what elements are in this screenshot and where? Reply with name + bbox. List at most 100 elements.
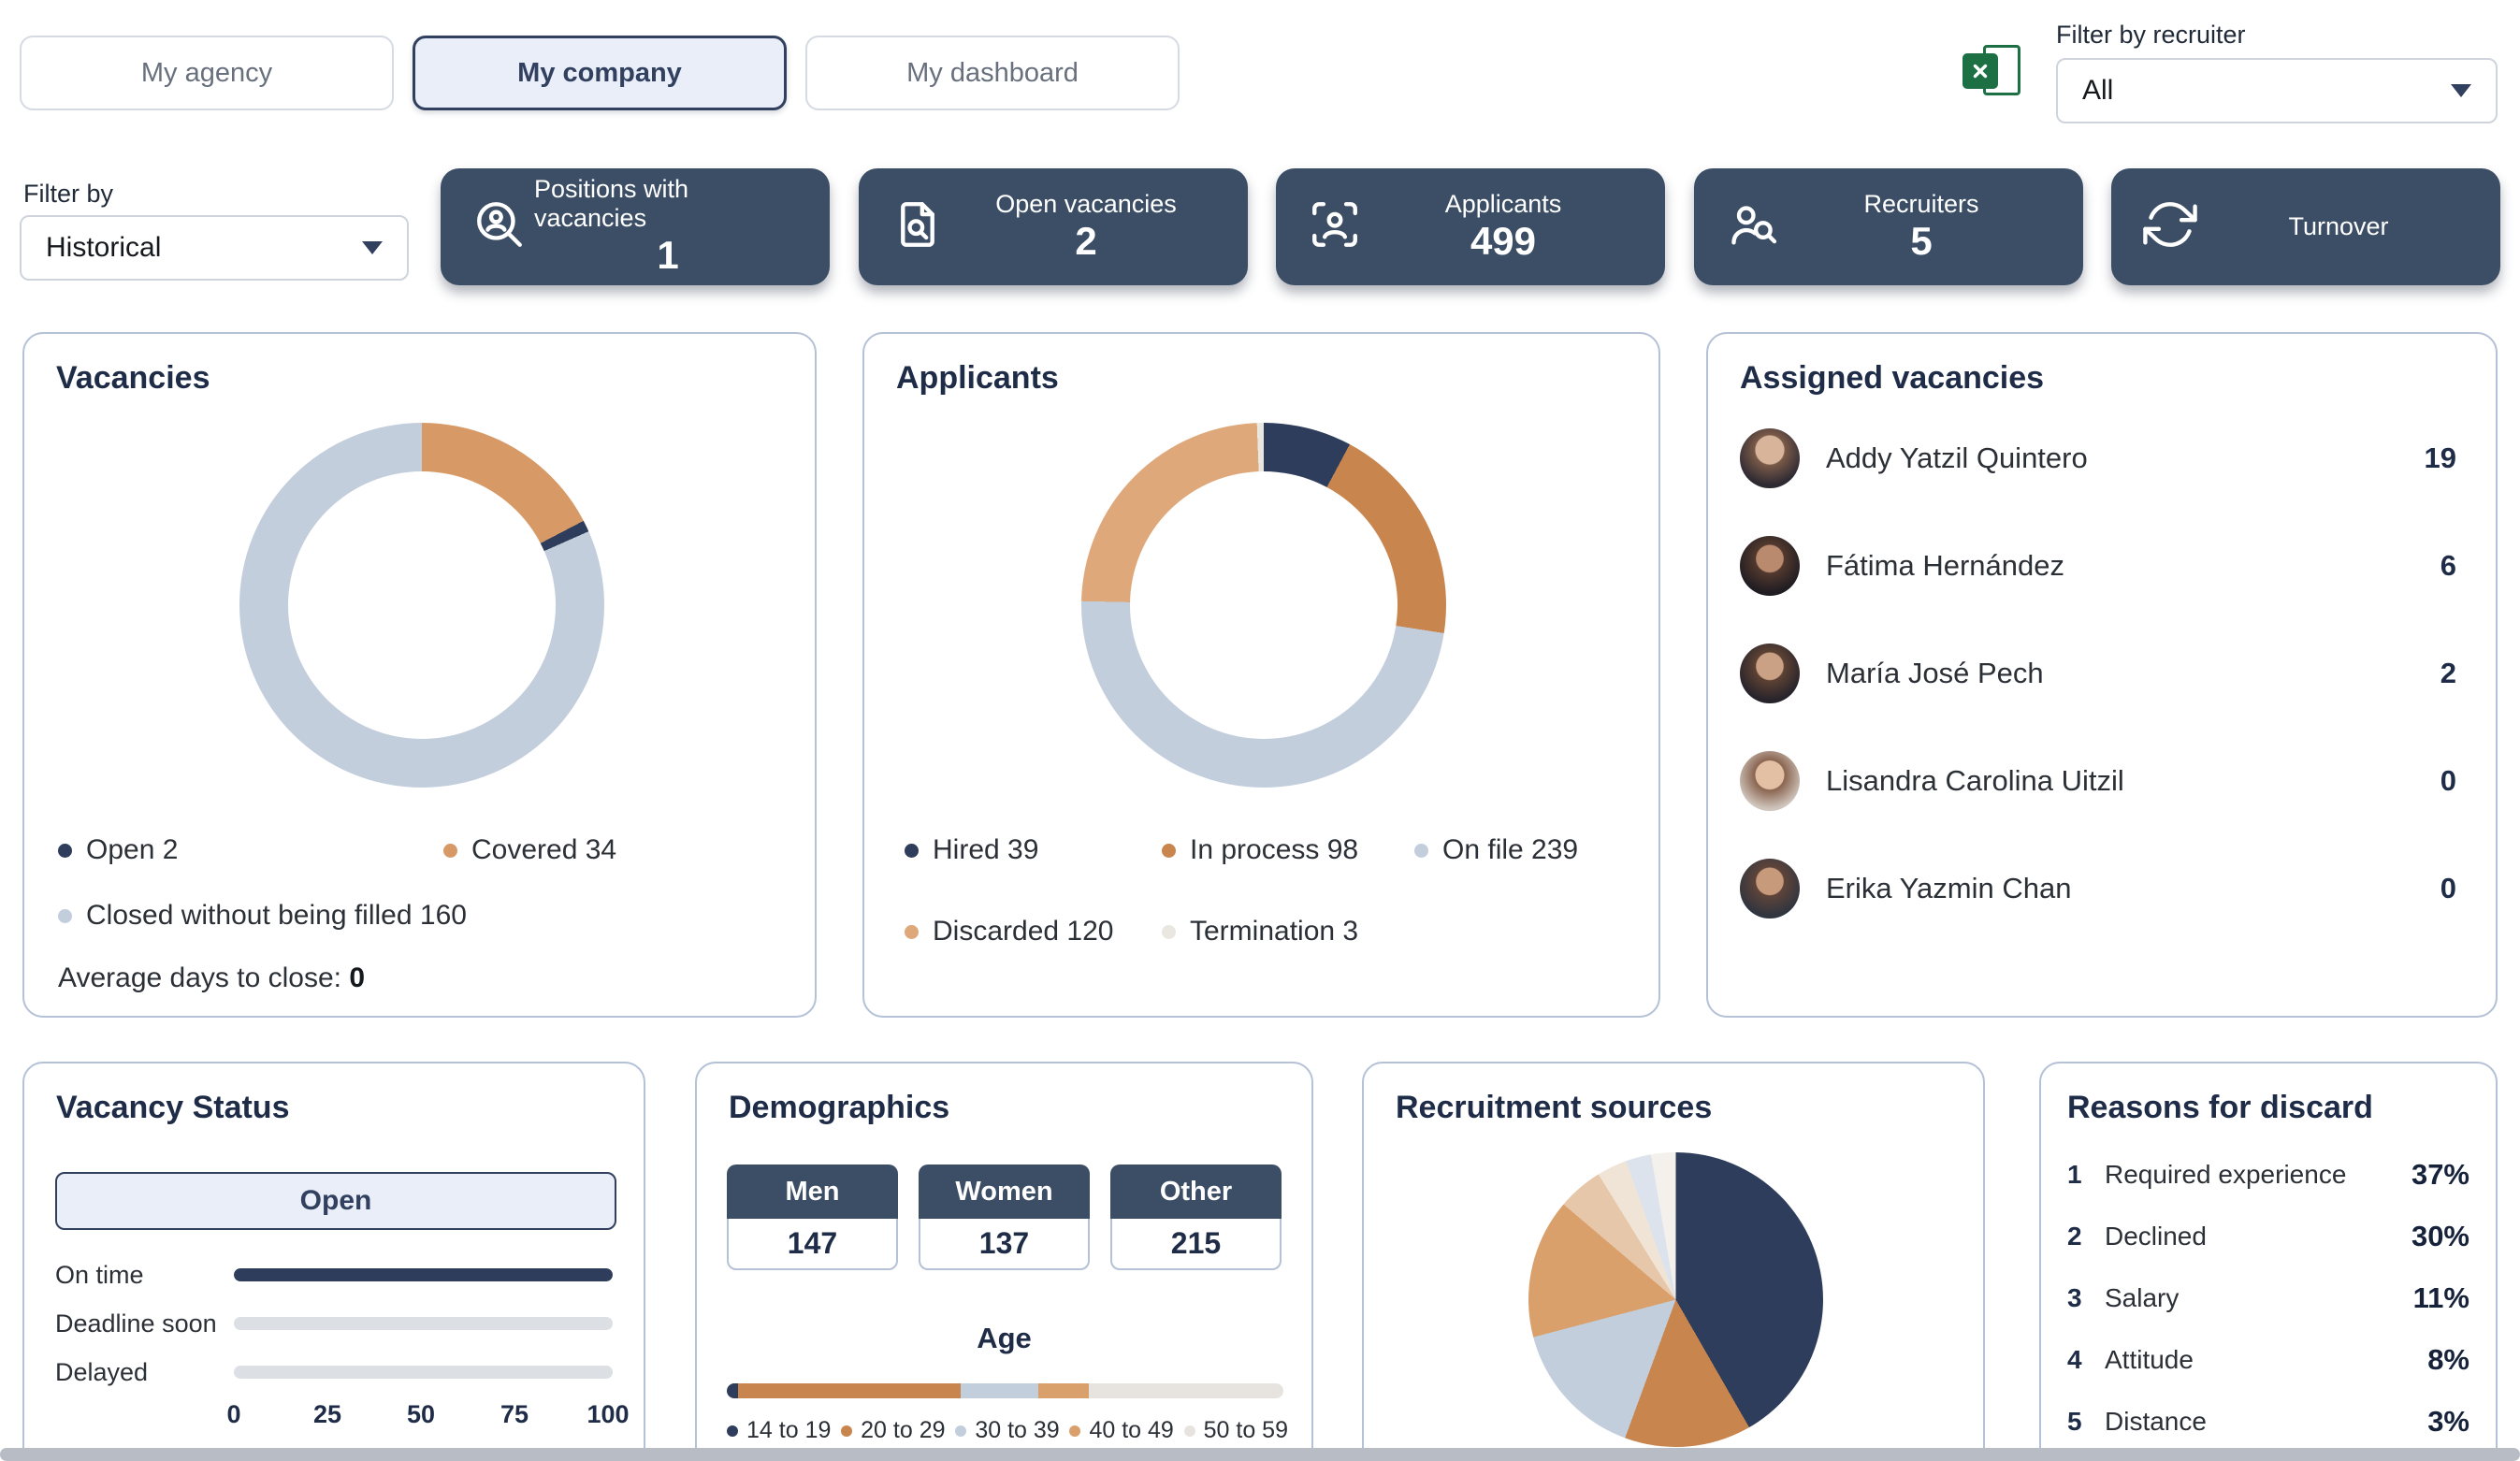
excel-export-icon[interactable] — [1962, 41, 2024, 103]
reason-value: 11% — [2412, 1281, 2469, 1314]
donut-hole — [1130, 471, 1398, 739]
legend-dot — [1183, 1425, 1195, 1437]
x-axis: 0 25 50 75 100 — [226, 1400, 629, 1432]
period-select-value: Historical — [46, 232, 162, 263]
assigned-row[interactable]: Lisandra Carolina Uitzil 0 — [1708, 727, 2496, 834]
legend-dot — [955, 1425, 967, 1437]
legend-label: Covered 34 — [471, 834, 617, 865]
age-legend: 14 to 19 20 to 29 30 to 39 40 to 49 50 t… — [727, 1417, 1288, 1444]
reason-rank: 5 — [2067, 1407, 2082, 1436]
bar-label: Delayed — [55, 1357, 149, 1386]
assigned-vacancies-list: Addy Yatzil Quintero 19 Fátima Hernández… — [1708, 404, 2496, 942]
period-select[interactable]: Historical — [20, 215, 409, 281]
tab-my-company[interactable]: My company — [413, 36, 787, 110]
stat-label: Positions with vacancies — [534, 175, 689, 233]
assigned-count: 0 — [2440, 871, 2456, 904]
assigned-row[interactable]: Addy Yatzil Quintero 19 — [1708, 404, 2496, 512]
gender-box-men[interactable]: Men 147 — [727, 1164, 898, 1270]
reason-value: 3% — [2427, 1405, 2469, 1438]
axis-tick: 100 — [587, 1400, 630, 1428]
legend-dot — [443, 843, 457, 858]
legend-30-39: 30 to 39 — [955, 1417, 1060, 1444]
legend-dot — [1162, 924, 1176, 939]
recruiter-name: Fátima Hernández — [1826, 548, 2065, 582]
tab-my-agency[interactable]: My agency — [20, 36, 394, 110]
person-search-icon — [472, 197, 534, 256]
legend-dot — [1414, 843, 1428, 858]
applicants-panel: Applicants Hired 39 In process 98 On fil… — [862, 332, 1660, 1018]
stat-open-vacancies[interactable]: Open vacancies 2 — [859, 168, 1248, 285]
applicants-donut-chart — [1081, 423, 1446, 788]
stat-applicants[interactable]: Applicants 499 — [1276, 168, 1665, 285]
legend-14-19: 14 to 19 — [727, 1417, 831, 1444]
recruiter-select-value: All — [2082, 75, 2114, 106]
recruiter-select[interactable]: All — [2056, 58, 2498, 123]
period-filter-label: Filter by — [23, 180, 114, 208]
stat-value: 5 — [1910, 218, 1933, 263]
legend-discarded: Discarded 120 — [905, 916, 1113, 947]
recruitment-sources-title: Recruitment sources — [1396, 1090, 1713, 1125]
bar-fill — [234, 1268, 613, 1281]
recruiter-name: Addy Yatzil Quintero — [1826, 441, 2088, 474]
horizontal-scrollbar[interactable] — [0, 1448, 2520, 1461]
stat-label: Applicants — [1444, 189, 1562, 218]
vacancy-status-panel: Vacancy Status Open On time Deadline soo… — [22, 1062, 645, 1461]
reason-label: Declined — [2105, 1222, 2207, 1251]
vacancies-panel: Vacancies Open 2 Covered 34 Closed witho… — [22, 332, 817, 1018]
assigned-row[interactable]: Erika Yazmin Chan 0 — [1708, 834, 2496, 942]
stat-positions-with-vacancies[interactable]: Positions with vacancies 1 — [441, 168, 830, 285]
assigned-count: 2 — [2440, 656, 2456, 689]
gender-value: 137 — [919, 1219, 1090, 1270]
stacked-bar-segment — [1088, 1383, 1283, 1398]
axis-tick: 25 — [312, 1400, 342, 1428]
tab-my-dashboard[interactable]: My dashboard — [805, 36, 1180, 110]
assigned-count: 19 — [2424, 441, 2456, 474]
legend-label: Open 2 — [86, 834, 179, 865]
gender-box-women[interactable]: Women 137 — [919, 1164, 1090, 1270]
reason-label: Attitude — [2105, 1345, 2194, 1374]
assigned-row[interactable]: Fátima Hernández 6 — [1708, 512, 2496, 619]
vacancy-status-open-filter[interactable]: Open — [55, 1172, 616, 1230]
axis-tick: 0 — [226, 1400, 241, 1428]
reason-row: 3 Salary 11% — [2067, 1267, 2469, 1329]
person-magnifier-icon — [1726, 197, 1788, 256]
stat-value: 499 — [1470, 218, 1537, 263]
reason-row: 5 Distance 3% — [2067, 1391, 2469, 1453]
legend-label: 40 to 49 — [1089, 1417, 1174, 1443]
assigned-row[interactable]: María José Pech 2 — [1708, 619, 2496, 727]
legend-termination: Termination 3 — [1162, 916, 1358, 947]
stat-recruiters[interactable]: Recruiters 5 — [1694, 168, 2083, 285]
reason-label: Required experience — [2105, 1160, 2347, 1189]
stat-label: Recruiters — [1863, 189, 1979, 218]
legend-40-49: 40 to 49 — [1069, 1417, 1174, 1444]
reason-rank: 1 — [2067, 1160, 2082, 1189]
applicant-scan-icon — [1308, 197, 1369, 256]
legend-label: 50 to 59 — [1203, 1417, 1288, 1443]
view-tabs: My agency My company My dashboard — [20, 36, 1180, 110]
legend-dot — [905, 924, 919, 939]
stat-value: 1 — [657, 233, 679, 278]
assigned-vacancies-title: Assigned vacancies — [1740, 360, 2045, 396]
legend-covered: Covered 34 — [443, 834, 616, 866]
stacked-bar-segment — [960, 1383, 1039, 1398]
reason-rank: 2 — [2067, 1222, 2082, 1251]
stat-turnover[interactable]: Turnover — [2111, 168, 2500, 285]
applicants-panel-title: Applicants — [896, 360, 1059, 396]
recruiter-name: Erika Yazmin Chan — [1826, 871, 2072, 904]
stat-label: Open vacancies — [995, 189, 1177, 218]
demographics-panel: Demographics Men 147 Women 137 Other 215… — [695, 1062, 1313, 1461]
excel-x-glyph — [1962, 53, 1998, 89]
bar-row-deadline-soon: Deadline soon — [55, 1305, 613, 1342]
legend-dot — [727, 1425, 738, 1437]
stacked-bar-segment — [1038, 1383, 1089, 1398]
legend-on-file: On file 239 — [1414, 834, 1578, 866]
legend-dot — [905, 843, 919, 858]
recruiter-name: Lisandra Carolina Uitzil — [1826, 763, 2124, 797]
legend-dot — [841, 1425, 853, 1437]
average-label: Average days to close: — [58, 962, 341, 993]
average-days-to-close: Average days to close: 0 — [58, 962, 365, 994]
bar-track — [234, 1366, 613, 1379]
gender-box-other[interactable]: Other 215 — [1110, 1164, 1282, 1270]
recruiter-name: María José Pech — [1826, 656, 2044, 689]
assigned-vacancies-panel: Assigned vacancies Addy Yatzil Quintero … — [1706, 332, 2498, 1018]
